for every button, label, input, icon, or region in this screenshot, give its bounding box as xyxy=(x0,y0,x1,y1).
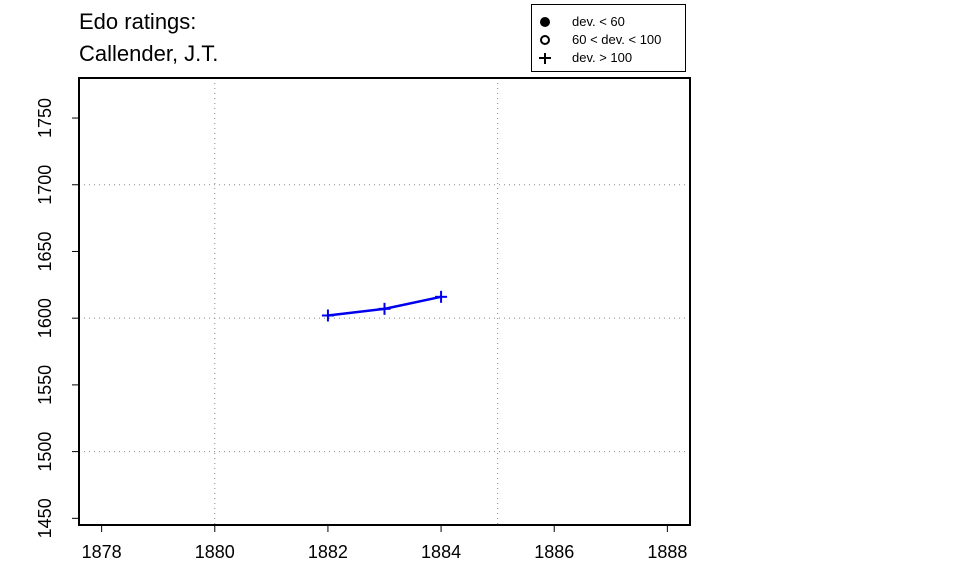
data-point xyxy=(435,290,448,303)
x-tick-label: 1888 xyxy=(647,542,687,562)
legend-label: dev. < 60 xyxy=(572,14,625,29)
chart-title-line-2: Callender, J.T. xyxy=(79,41,219,66)
data-point xyxy=(378,302,391,315)
legend-label: dev. > 100 xyxy=(572,50,633,65)
y-tick-label: 1650 xyxy=(35,231,55,271)
data-point xyxy=(321,309,334,322)
plot-frame xyxy=(78,77,691,526)
x-tick-label: 1882 xyxy=(308,542,348,562)
plus-icon xyxy=(538,53,552,71)
grid-lines xyxy=(79,78,690,525)
x-tick-label: 1880 xyxy=(195,542,235,562)
legend-item-dev-over-100: dev. > 100 xyxy=(532,50,685,71)
y-tick-label: 1700 xyxy=(35,165,55,205)
open-circle-icon xyxy=(538,35,552,53)
axes: 1878 1880 1882 1884 1886 1888 1450 1500 1550 1600… xyxy=(35,98,687,562)
y-tick-label: 1750 xyxy=(35,98,55,138)
chart-legend: dev. < 60 60 < dev. < 100 dev. > 100 xyxy=(531,4,686,72)
data-series xyxy=(321,290,448,322)
filled-circle-icon xyxy=(538,17,552,35)
y-tick-label: 1500 xyxy=(35,432,55,472)
chart-title-line-1: Edo ratings: xyxy=(79,9,197,34)
x-tick-label: 1886 xyxy=(534,542,574,562)
y-tick-label: 1450 xyxy=(35,498,55,538)
legend-label: 60 < dev. < 100 xyxy=(572,32,662,47)
x-tick-label: 1884 xyxy=(421,542,461,562)
legend-item-dev-60-100: 60 < dev. < 100 xyxy=(532,32,685,53)
x-tick-label: 1878 xyxy=(82,542,122,562)
y-tick-label: 1550 xyxy=(35,365,55,405)
legend-item-dev-under-60: dev. < 60 xyxy=(532,14,685,35)
y-tick-label: 1600 xyxy=(35,298,55,338)
